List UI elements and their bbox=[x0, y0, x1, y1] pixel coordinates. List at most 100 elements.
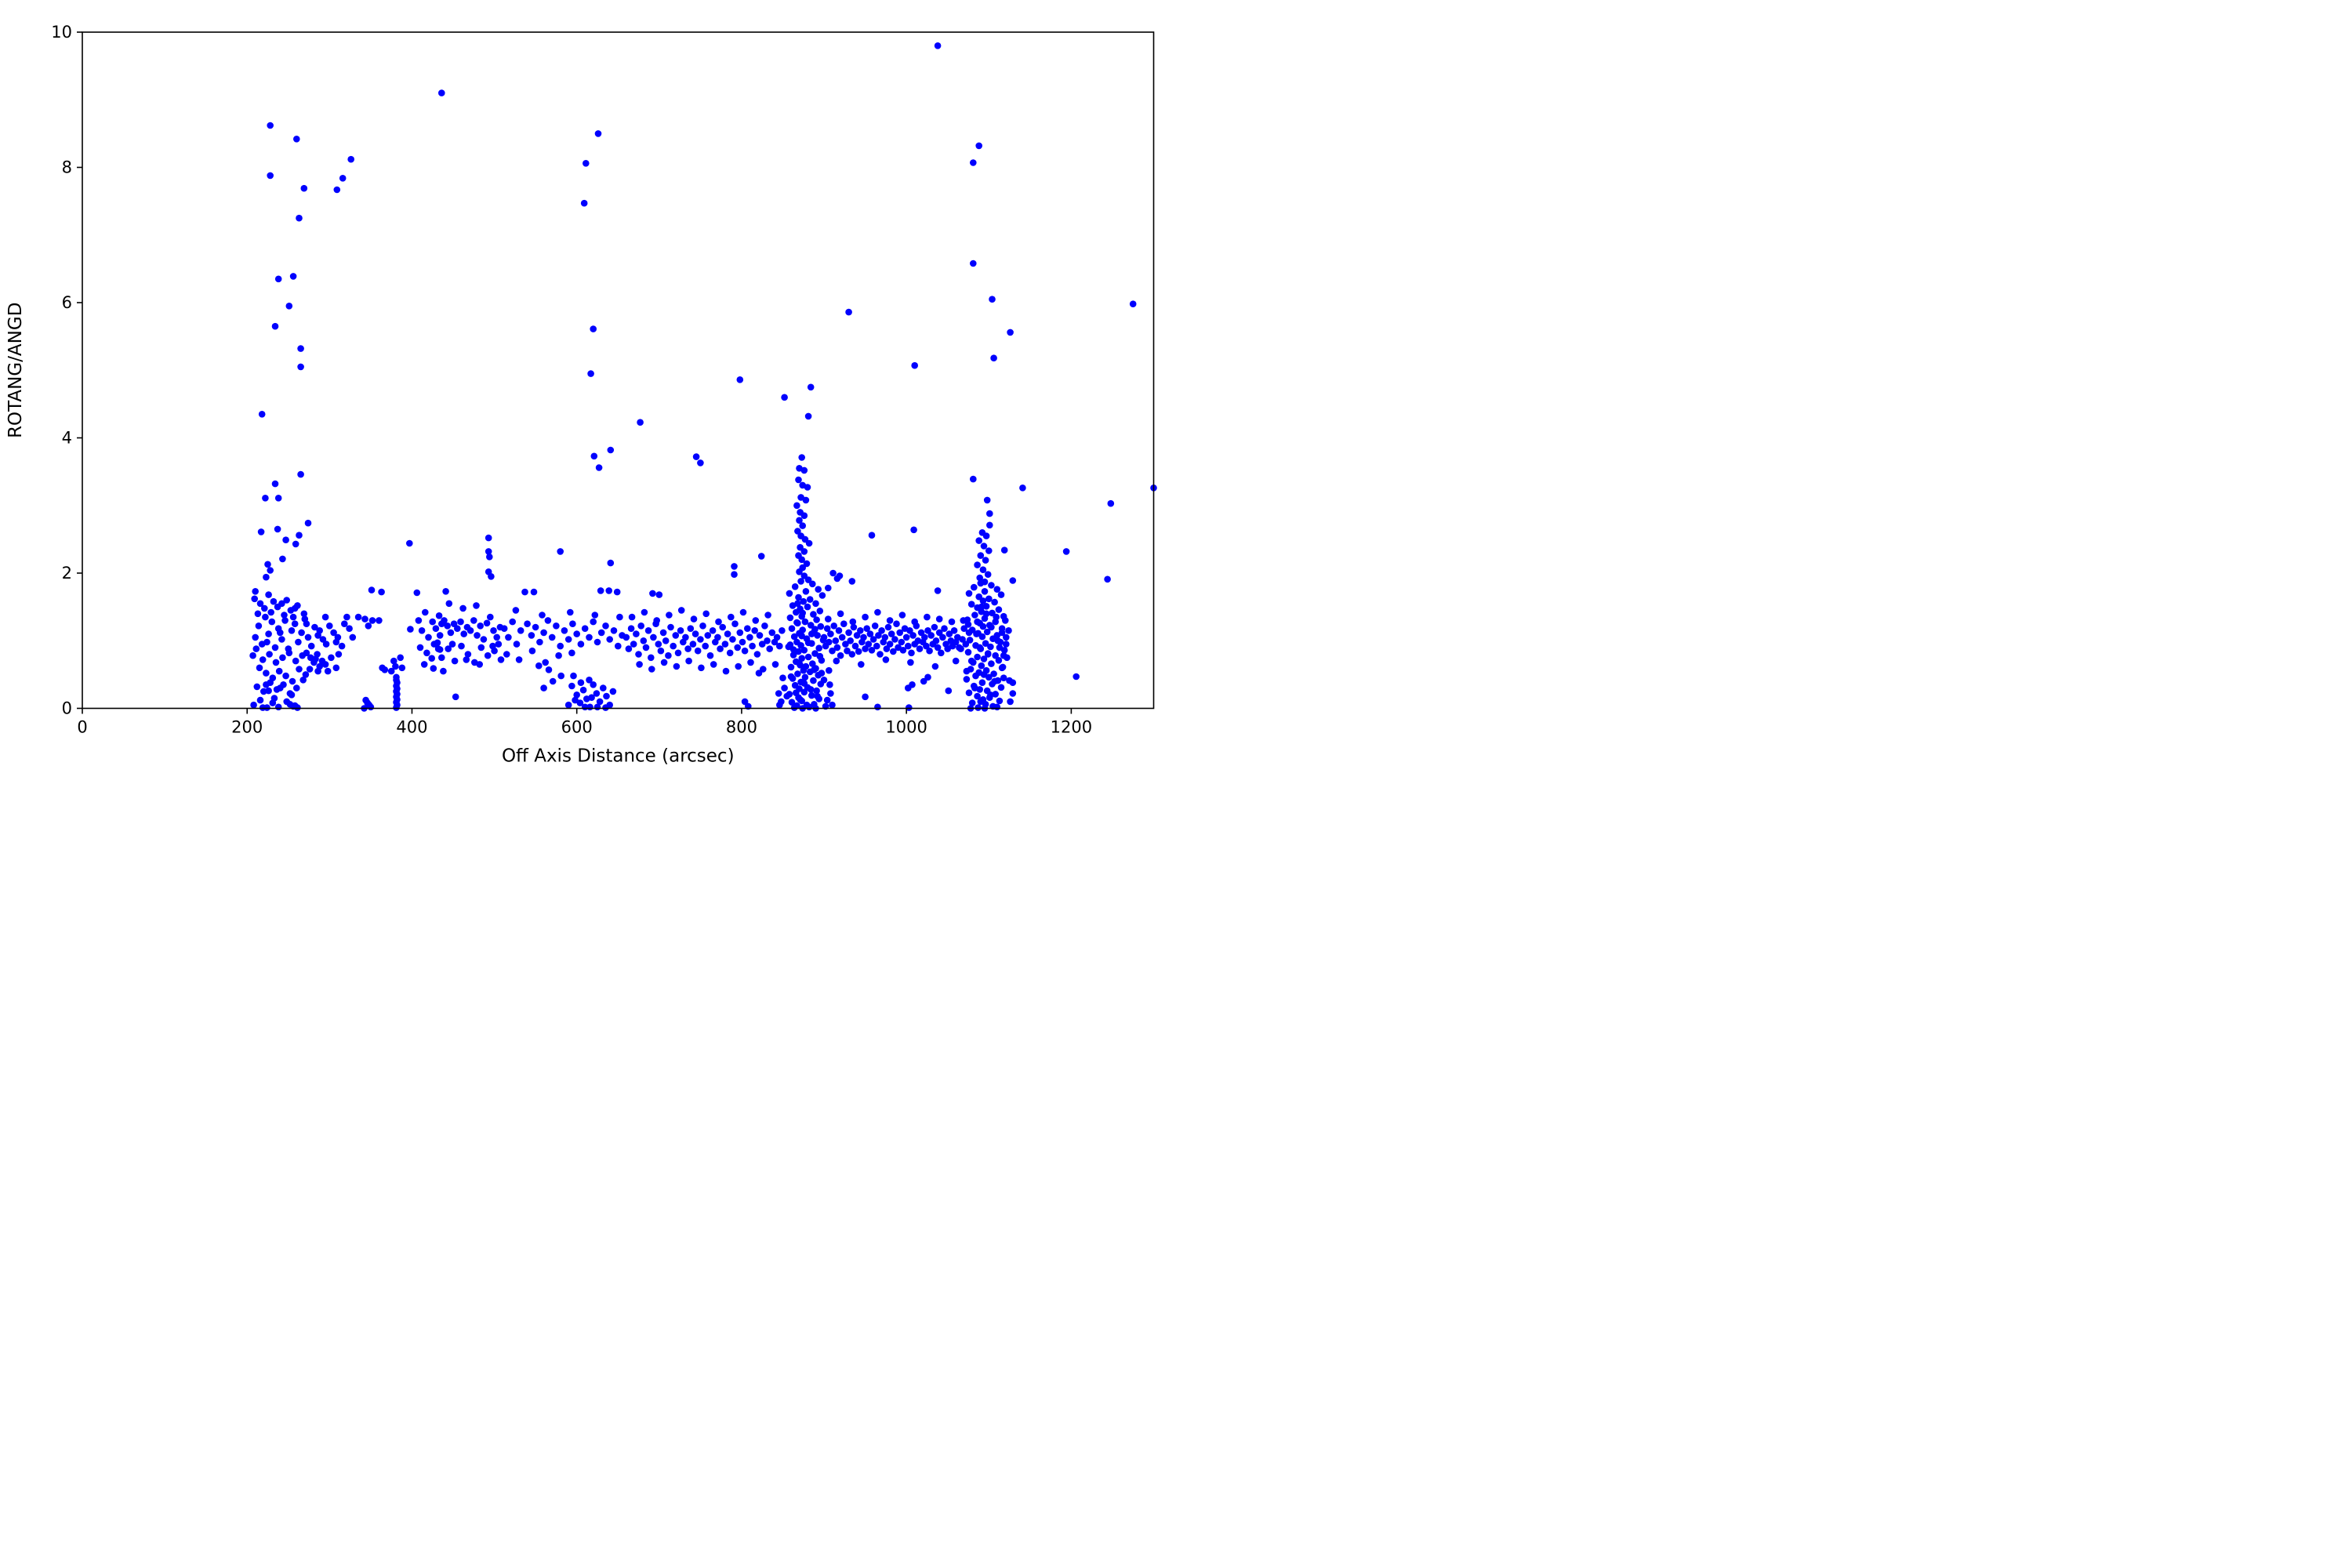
data-point bbox=[991, 677, 998, 685]
data-point bbox=[924, 613, 931, 621]
data-point bbox=[760, 666, 767, 673]
data-point bbox=[485, 534, 492, 542]
data-point bbox=[911, 361, 918, 369]
data-point bbox=[808, 630, 815, 637]
data-point bbox=[591, 612, 599, 619]
data-point bbox=[580, 199, 588, 207]
data-point bbox=[994, 637, 1002, 644]
data-point bbox=[573, 691, 580, 699]
data-point bbox=[445, 645, 452, 652]
data-point bbox=[906, 627, 913, 634]
data-point bbox=[934, 644, 942, 652]
data-point bbox=[714, 633, 721, 641]
data-point bbox=[429, 618, 436, 626]
data-point bbox=[277, 684, 284, 691]
data-point bbox=[691, 630, 699, 637]
data-point bbox=[715, 618, 722, 626]
data-point bbox=[747, 659, 754, 666]
data-point bbox=[993, 586, 1001, 593]
data-point bbox=[985, 595, 993, 603]
data-point bbox=[965, 629, 973, 637]
data-point bbox=[832, 637, 840, 644]
data-point bbox=[796, 659, 803, 666]
data-point bbox=[989, 296, 996, 303]
data-point bbox=[887, 630, 895, 637]
scatter-plot-figure: 0 200 400 600 800 1000 1200 0 2 4 6 8 10 Off Axis Di… bbox=[0, 0, 1176, 784]
data-point bbox=[524, 620, 531, 627]
data-point bbox=[978, 633, 986, 641]
data-point bbox=[282, 672, 289, 680]
data-point bbox=[1007, 328, 1014, 336]
data-point bbox=[820, 677, 828, 684]
data-point bbox=[605, 587, 612, 594]
data-point bbox=[806, 596, 814, 603]
data-point bbox=[970, 260, 977, 267]
data-point bbox=[983, 628, 991, 636]
data-point bbox=[791, 583, 799, 590]
data-point bbox=[642, 644, 650, 652]
data-point bbox=[982, 640, 989, 647]
data-point bbox=[622, 633, 630, 641]
data-point bbox=[250, 701, 257, 709]
data-point bbox=[564, 701, 572, 709]
data-point bbox=[545, 666, 553, 673]
data-point bbox=[684, 645, 691, 652]
data-point bbox=[265, 630, 272, 637]
data-point bbox=[746, 633, 753, 641]
data-point bbox=[731, 620, 739, 627]
data-point bbox=[801, 618, 809, 626]
data-point bbox=[709, 627, 717, 634]
data-point bbox=[296, 666, 303, 673]
data-point bbox=[271, 480, 279, 488]
data-point bbox=[845, 308, 852, 316]
data-point bbox=[311, 623, 318, 631]
data-point bbox=[407, 626, 414, 633]
data-point bbox=[805, 539, 813, 547]
data-point bbox=[739, 638, 746, 646]
data-point bbox=[438, 89, 445, 96]
data-point bbox=[278, 600, 285, 608]
data-point bbox=[893, 620, 900, 627]
data-point bbox=[635, 651, 642, 658]
data-point bbox=[333, 186, 341, 194]
x-tick-label: 200 bbox=[231, 718, 263, 737]
data-point bbox=[837, 652, 844, 659]
data-point bbox=[1009, 577, 1017, 584]
data-point bbox=[923, 642, 930, 650]
data-point bbox=[735, 662, 742, 670]
data-point bbox=[812, 600, 819, 608]
data-point bbox=[895, 644, 902, 652]
data-point bbox=[330, 629, 337, 637]
data-point bbox=[978, 679, 986, 686]
data-point bbox=[965, 590, 973, 597]
data-point bbox=[837, 610, 844, 618]
data-point bbox=[689, 641, 697, 648]
data-point bbox=[884, 623, 892, 631]
data-point bbox=[878, 627, 885, 634]
data-point bbox=[264, 561, 271, 568]
data-point bbox=[992, 691, 999, 698]
data-point bbox=[704, 632, 712, 639]
data-point bbox=[865, 641, 873, 648]
data-point bbox=[509, 618, 516, 626]
data-point bbox=[807, 622, 815, 629]
data-point bbox=[962, 641, 970, 648]
data-point bbox=[486, 554, 493, 561]
data-point bbox=[662, 637, 670, 644]
data-point bbox=[779, 627, 786, 634]
data-point bbox=[321, 661, 329, 668]
data-point bbox=[804, 576, 812, 583]
data-point bbox=[907, 659, 914, 666]
data-point bbox=[838, 633, 846, 641]
data-point bbox=[452, 693, 459, 701]
data-point bbox=[263, 638, 270, 646]
data-point bbox=[970, 475, 977, 483]
data-point bbox=[540, 684, 547, 691]
data-point bbox=[983, 496, 991, 504]
data-point bbox=[741, 647, 749, 655]
data-point bbox=[810, 677, 817, 684]
data-point bbox=[349, 633, 357, 641]
data-point bbox=[274, 495, 282, 502]
data-point bbox=[982, 557, 989, 564]
data-point bbox=[581, 703, 589, 711]
